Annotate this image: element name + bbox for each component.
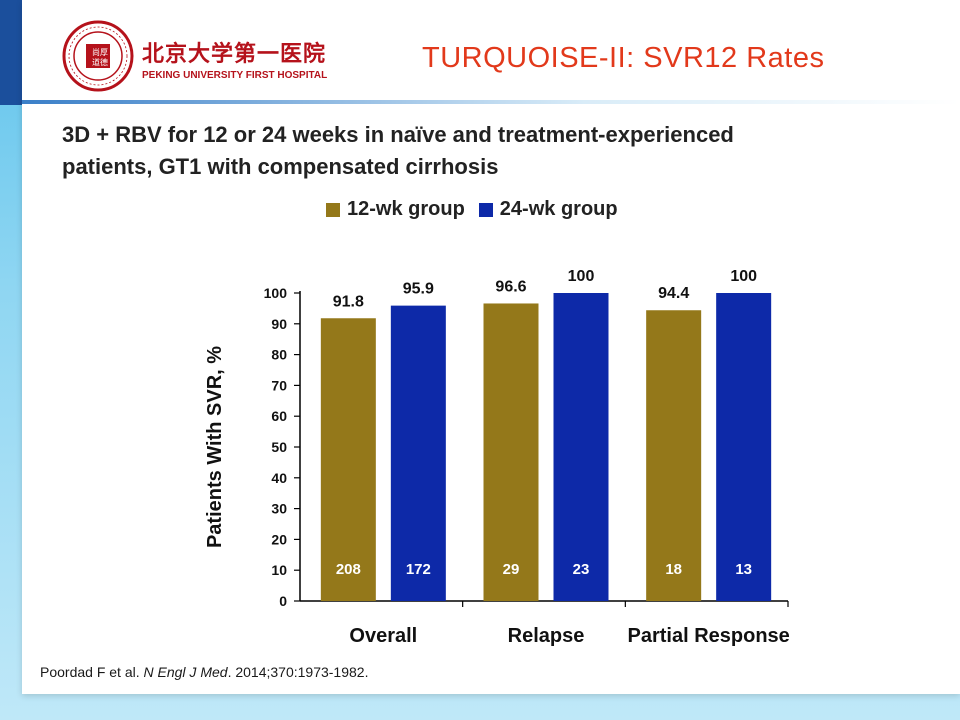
x-category-label: Overall <box>349 625 417 647</box>
svg-text:尚: 尚 <box>92 47 100 57</box>
y-tick-label: 0 <box>279 593 287 609</box>
bar-12wk <box>483 303 539 601</box>
header-divider <box>22 100 960 104</box>
svg-text:道: 道 <box>92 57 100 67</box>
y-tick-label: 100 <box>264 285 288 301</box>
legend-swatch-12wk <box>326 202 340 217</box>
legend-label-12wk: 12-wk group <box>347 198 465 220</box>
y-tick-label: 40 <box>271 470 287 486</box>
y-tick-label: 10 <box>271 562 287 578</box>
bar-value-label: 95.9 <box>403 281 434 298</box>
y-axis-label: Patients With SVR, % <box>204 346 226 548</box>
bar-n-label: 23 <box>573 561 590 578</box>
citation-details: . 2014;370:1973-1982. <box>227 664 369 680</box>
bar-n-label: 172 <box>406 561 431 578</box>
chart-legend: 12-wk group 24-wk group <box>326 198 618 221</box>
y-tick-label: 80 <box>271 347 287 363</box>
legend-item-24wk: 24-wk group <box>478 198 618 221</box>
university-seal-logo: 尚 厚 道 德 <box>62 20 134 92</box>
bar-value-label: 94.4 <box>658 285 689 302</box>
bar-value-label: 100 <box>568 268 595 285</box>
bar-12wk <box>320 318 376 601</box>
slide-title: TURQUOISE-II: SVR12 Rates <box>422 42 825 74</box>
bar-value-label: 100 <box>730 268 757 285</box>
bar-n-label: 18 <box>665 561 682 578</box>
legend-swatch-24wk <box>478 202 493 217</box>
svg-text:德: 德 <box>100 57 108 67</box>
hospital-name-cn: 北京大学第一医院 <box>142 41 327 67</box>
x-category-label: Partial Response <box>628 625 790 647</box>
subtitle-line-2: patients, GT1 with compensated cirrhosis <box>62 154 499 179</box>
svg-text:厚: 厚 <box>100 48 108 57</box>
bar-24wk <box>390 305 446 601</box>
bar-value-label: 96.6 <box>495 278 526 295</box>
bar-n-label: 13 <box>735 561 752 578</box>
bar-12wk <box>646 310 702 601</box>
bar-value-label: 91.8 <box>333 293 364 310</box>
y-tick-label: 50 <box>271 439 287 455</box>
citation-authors: Poordad F et al. <box>40 664 144 680</box>
bar-n-label: 29 <box>503 561 520 578</box>
left-accent-bar <box>0 0 22 105</box>
y-tick-label: 70 <box>271 377 287 393</box>
subtitle-line-1: 3D + RBV for 12 or 24 weeks in naïve and… <box>62 122 734 147</box>
citation: Poordad F et al. N Engl J Med. 2014;370:… <box>40 664 368 680</box>
legend-item-12wk: 12-wk group <box>326 198 465 221</box>
chart-subtitle: 3D + RBV for 12 or 24 weeks in naïve and… <box>62 119 862 183</box>
x-category-label: Relapse <box>508 625 585 647</box>
citation-journal: N Engl J Med <box>143 664 228 680</box>
y-tick-label: 90 <box>271 316 287 332</box>
y-tick-label: 20 <box>271 531 287 547</box>
bar-24wk <box>553 293 609 601</box>
y-tick-label: 60 <box>271 408 287 424</box>
bar-24wk <box>716 293 772 601</box>
legend-label-24wk: 24-wk group <box>499 198 618 220</box>
hospital-name: 北京大学第一医院 PEKING UNIVERSITY FIRST HOSPITA… <box>142 36 327 81</box>
hospital-name-en: PEKING UNIVERSITY FIRST HOSPITAL <box>142 70 328 81</box>
bar-n-label: 208 <box>336 561 361 578</box>
y-tick-label: 30 <box>271 501 287 517</box>
